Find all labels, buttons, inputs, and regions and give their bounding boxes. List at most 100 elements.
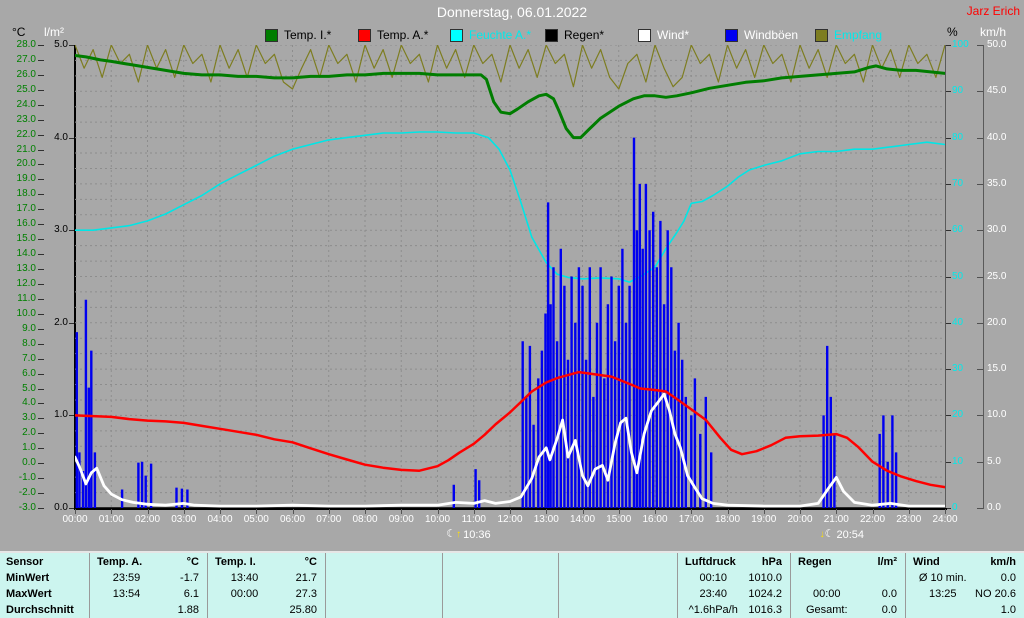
time-tick-label: 14:00 xyxy=(569,514,596,525)
temp-axis-tick xyxy=(38,149,44,151)
wind-axis-tick-label: 15.0 xyxy=(987,363,1007,375)
time-tick-label: 16:00 xyxy=(642,514,668,525)
wind-axis-tick-label: 10.0 xyxy=(987,409,1007,421)
table-cell-time: 13:40 xyxy=(230,572,259,584)
time-tick-label: 22:00 xyxy=(859,514,886,525)
time-tick xyxy=(546,509,548,514)
temp-axis-tick-label: -1.0 xyxy=(18,472,36,484)
rain-axis-tick-label: 2.0 xyxy=(54,316,68,328)
temp-axis-tick-label: 5.0 xyxy=(22,382,36,394)
table-header-unit: l/m² xyxy=(877,556,897,568)
table-cell-time: 00:00 xyxy=(812,588,841,600)
temp-axis-tick xyxy=(38,164,44,166)
page-title: Donnerstag, 06.01.2022 xyxy=(436,4,588,20)
temp-axis-tick-label: 24.0 xyxy=(16,98,36,110)
humidity-axis-tick-label: 50 xyxy=(952,270,964,282)
legend-swatch-temp-a xyxy=(358,28,371,42)
wind-axis-tick xyxy=(977,137,983,139)
rain-axis-tick-label: 1.0 xyxy=(54,409,68,421)
time-tick-label: 08:00 xyxy=(352,514,378,525)
humidity-axis-tick-label: 40 xyxy=(952,316,964,328)
temp-axis-tick xyxy=(38,224,44,226)
time-tick-label: 24:00 xyxy=(932,514,958,525)
table-separator xyxy=(89,553,90,618)
temp-axis-tick xyxy=(38,269,44,271)
time-tick-label: 20:00 xyxy=(787,514,813,525)
marker-time: 10:36 xyxy=(463,528,491,541)
humidity-axis-tick xyxy=(945,415,951,417)
temp-axis-tick xyxy=(38,373,44,375)
time-tick xyxy=(75,509,76,514)
legend-label: Feuchte A.* xyxy=(469,28,532,42)
table-cell-value: 1010.0 xyxy=(748,572,782,584)
time-tick-label: 07:00 xyxy=(316,514,342,525)
time-tick xyxy=(111,509,113,514)
time-tick xyxy=(655,509,656,514)
table-header-regen: Regen xyxy=(798,556,832,568)
wind-axis-line xyxy=(983,45,984,509)
marker-2054: ↓ ☾ 20:54 xyxy=(820,527,864,542)
table-cell-value: 1.88 xyxy=(177,604,199,616)
temp-axis-tick-label: 8.0 xyxy=(22,337,36,349)
humidity-axis-tick-label: 0 xyxy=(952,502,958,513)
table-separator xyxy=(790,553,791,618)
time-tick xyxy=(365,509,366,514)
legend-label: Windböen xyxy=(744,28,799,42)
table-cell-value: 25.80 xyxy=(289,604,317,616)
legend-swatch-temp-i xyxy=(265,28,278,42)
temp-axis-tick xyxy=(38,283,44,285)
time-tick xyxy=(582,509,584,514)
table-cell-value: 1.0 xyxy=(1000,604,1016,616)
table-header-unit: °C xyxy=(304,556,317,568)
temp-axis-tick-label: 11.0 xyxy=(17,292,36,304)
wind-axis-tick xyxy=(977,45,983,46)
time-tick xyxy=(256,509,258,514)
wind-axis-tick-label: 30.0 xyxy=(987,224,1007,236)
temp-axis-tick-label: 9.0 xyxy=(22,322,36,334)
rain-axis-tick xyxy=(69,415,75,417)
table-cell-time: 00:10 xyxy=(699,572,728,584)
time-tick-label: 01:00 xyxy=(98,514,124,525)
temp-axis-tick xyxy=(38,45,44,46)
temp-axis-tick xyxy=(38,179,44,181)
time-tick-label: 15:00 xyxy=(606,514,632,525)
temp-axis-tick xyxy=(38,463,44,465)
temp-axis-tick xyxy=(38,119,44,121)
time-tick-label: 23:00 xyxy=(896,514,922,525)
time-tick xyxy=(510,509,511,514)
chart-plot-area[interactable] xyxy=(75,45,945,508)
temp-axis-tick-label: 10.0 xyxy=(16,307,36,319)
table-header-unit: km/h xyxy=(990,556,1016,568)
time-tick xyxy=(328,509,330,514)
table-header-temp-i: Temp. I. xyxy=(215,556,256,568)
temp-axis-tick xyxy=(38,104,44,106)
table-cell-time: ^1.6hPa/h xyxy=(688,604,738,616)
time-tick-label: 05:00 xyxy=(243,514,269,525)
table-separator xyxy=(442,553,443,618)
temp-axis-tick-label: 21.0 xyxy=(16,143,36,155)
humidity-axis-tick-label: 20 xyxy=(952,409,964,421)
temp-axis-tick xyxy=(38,493,44,495)
table-cell-value: NO 20.6 xyxy=(975,588,1016,600)
wind-axis-tick xyxy=(977,369,983,371)
wind-axis-tick-label: 0.0 xyxy=(987,502,1001,513)
table-header-unit: hPa xyxy=(761,556,782,568)
table-row-label: Durchschnitt xyxy=(6,604,74,616)
time-tick xyxy=(763,509,765,514)
summary-table: Sensor MinWert MaxWert Durchschnitt Temp. A.… xyxy=(0,551,1024,618)
temp-axis-tick-label: 6.0 xyxy=(22,367,36,379)
rain-axis-tick-label: 0.0 xyxy=(54,502,68,513)
humidity-axis-tick xyxy=(945,369,951,371)
humidity-axis-tick xyxy=(945,230,951,232)
table-separator xyxy=(677,553,678,618)
table-cell-time: 23:40 xyxy=(699,588,728,600)
rain-axis-tick-label: 5.0 xyxy=(54,39,68,50)
series-temp-i xyxy=(75,54,945,140)
temp-axis-tick xyxy=(38,418,44,420)
time-tick xyxy=(401,509,403,514)
legend-swatch-feuchte-a xyxy=(450,28,463,42)
right-humidity-axis-label: % xyxy=(947,25,958,39)
rain-axis-tick xyxy=(69,322,75,324)
legend-item-temp-i: Temp. I.* xyxy=(265,28,331,42)
time-tick-label: 10:00 xyxy=(424,514,451,525)
